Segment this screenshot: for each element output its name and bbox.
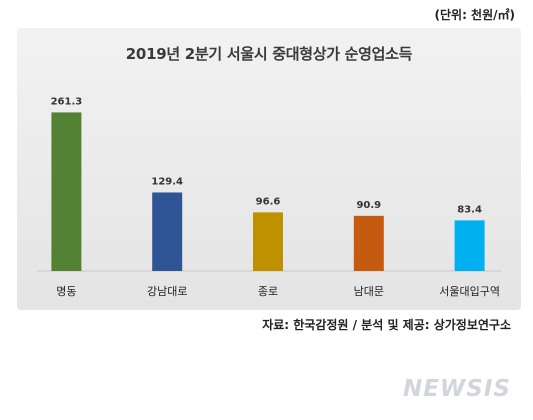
category-label-1: 명동	[56, 285, 76, 298]
source-note: 자료: 한국감정원 / 분석 및 제공: 상가정보연구소	[262, 318, 511, 332]
category-label-3: 종로	[258, 285, 278, 298]
bar-4	[353, 215, 384, 271]
chart-title: 2019년 2분기 서울시 중대형상가 순영업소득	[125, 45, 413, 63]
bar-value-label-2: 129.4	[151, 176, 183, 187]
category-label-2: 강남대로	[147, 285, 187, 298]
bar-chart: 261.3 129.4 96.6 90.9 83.4 명동 강남대로 종로 남대문 서울대입구역	[37, 96, 501, 298]
bar-1	[51, 112, 82, 271]
unit-label: (단위: 천원/㎡)	[434, 8, 516, 22]
bar-value-label-4: 90.9	[356, 200, 381, 211]
bar-value-label-5: 83.4	[457, 204, 482, 215]
category-label-4: 남대문	[354, 285, 384, 298]
bar-value-label-1: 261.3	[51, 96, 83, 107]
newsis-watermark-logo: NEWSIS	[402, 376, 511, 402]
bar-2	[152, 192, 183, 271]
bar-3	[253, 212, 283, 271]
bar-value-label-3: 96.6	[256, 196, 281, 207]
category-label-5: 서울대입구역	[439, 285, 500, 298]
chart-panel: 2019년 2분기 서울시 중대형상가 순영업소득 261.3 129.4 96.6…	[17, 28, 521, 310]
bar-5	[454, 220, 485, 271]
